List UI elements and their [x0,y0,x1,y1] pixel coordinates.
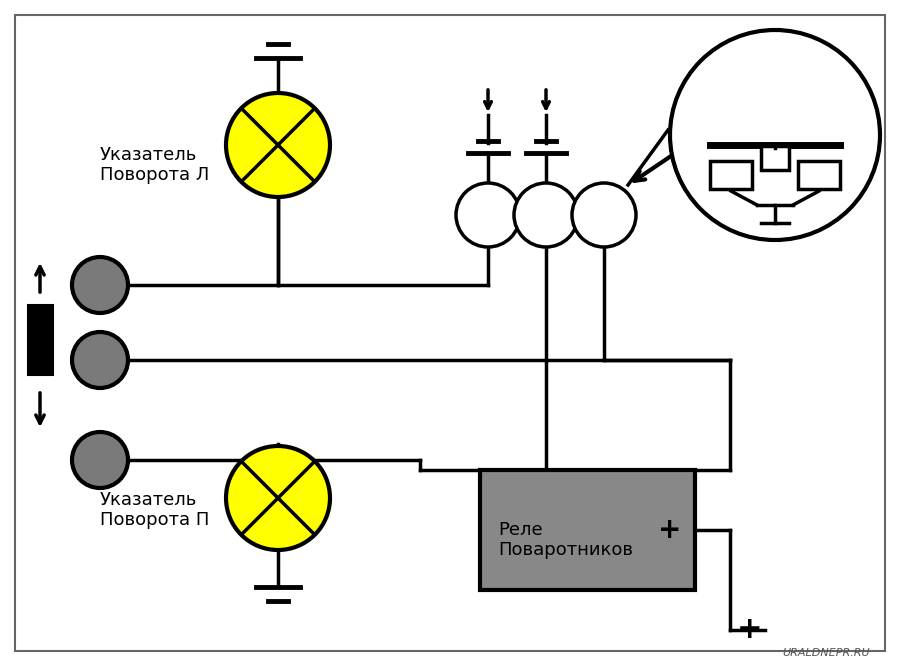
Circle shape [456,183,520,247]
Text: Реле
Поваротников: Реле Поваротников [498,521,633,559]
Bar [710,161,752,189]
Bar [480,470,695,590]
Circle shape [72,332,128,388]
Text: +: + [658,516,681,544]
Bar [761,146,789,170]
Text: URALDNEPR.RU: URALDNEPR.RU [782,648,870,658]
Circle shape [670,30,880,240]
Text: Указатель
Поворота Л: Указатель Поворота Л [100,146,209,184]
Circle shape [226,446,330,550]
Text: +: + [737,615,763,645]
Circle shape [72,257,128,313]
Circle shape [514,183,578,247]
Circle shape [572,183,636,247]
Circle shape [226,93,330,197]
Text: Указатель
Поворота П: Указатель Поворота П [100,491,210,529]
Bar [798,161,840,189]
Bar [28,305,53,375]
Circle shape [72,432,128,488]
